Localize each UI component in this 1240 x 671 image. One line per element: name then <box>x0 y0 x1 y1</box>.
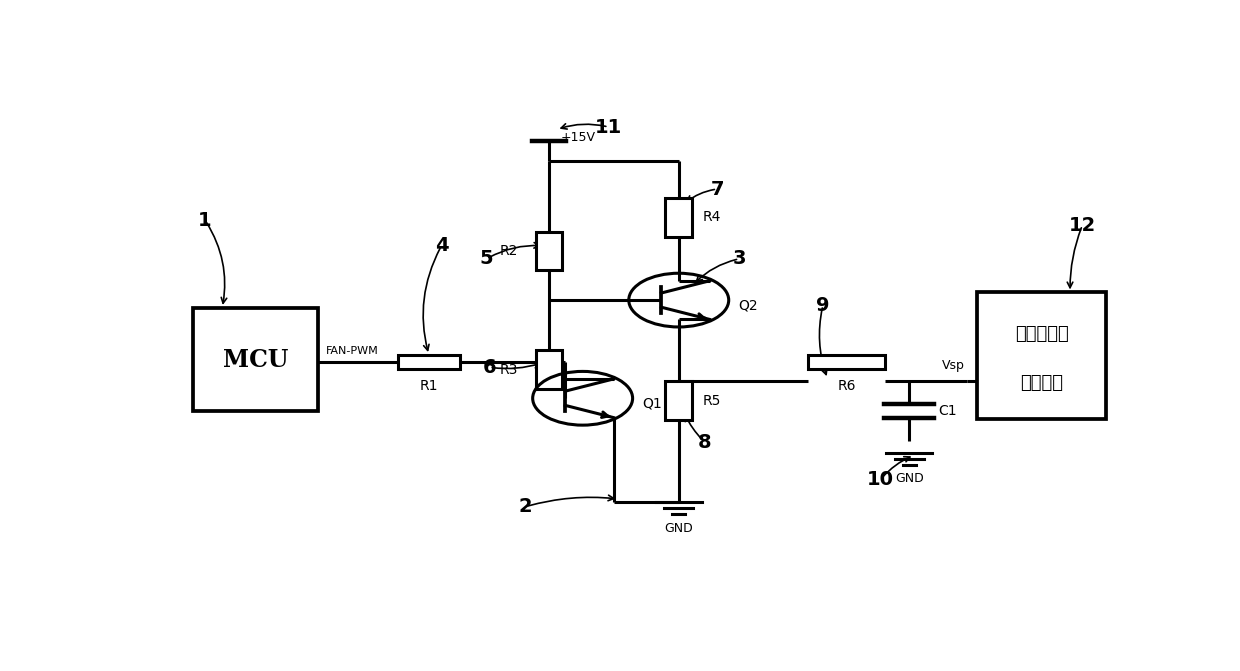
FancyBboxPatch shape <box>193 308 319 411</box>
Text: 5: 5 <box>480 249 494 268</box>
Bar <box>398 355 460 369</box>
Bar <box>536 231 563 270</box>
Bar <box>666 198 692 237</box>
Text: FAN-PWM: FAN-PWM <box>326 346 378 356</box>
Text: 8: 8 <box>698 433 712 452</box>
Text: 3: 3 <box>733 249 746 268</box>
Text: 6: 6 <box>482 358 496 377</box>
Text: R6: R6 <box>838 378 856 393</box>
Text: 9: 9 <box>816 296 830 315</box>
Text: Vsp: Vsp <box>942 359 965 372</box>
Text: Q1: Q1 <box>642 397 662 411</box>
Text: 11: 11 <box>595 117 622 136</box>
Text: 1: 1 <box>198 211 212 229</box>
Bar <box>536 350 563 389</box>
Text: R2: R2 <box>500 244 518 258</box>
Text: +15V: +15V <box>560 131 595 144</box>
Text: Q2: Q2 <box>738 299 758 312</box>
Text: R4: R4 <box>703 211 722 224</box>
Bar <box>808 355 885 369</box>
Text: R5: R5 <box>703 394 722 408</box>
Text: MCU: MCU <box>223 348 289 372</box>
Text: 7: 7 <box>711 180 724 199</box>
Text: 直流电机的: 直流电机的 <box>1014 325 1069 343</box>
Text: 4: 4 <box>434 236 448 256</box>
Text: R1: R1 <box>419 378 438 393</box>
Text: GND: GND <box>895 472 924 485</box>
Text: R3: R3 <box>500 363 518 377</box>
Text: GND: GND <box>665 522 693 535</box>
Text: 10: 10 <box>867 470 894 489</box>
Text: 控制端口: 控制端口 <box>1021 374 1063 393</box>
Text: C1: C1 <box>939 404 957 418</box>
Text: 2: 2 <box>518 497 532 516</box>
Bar <box>666 382 692 420</box>
Text: 12: 12 <box>1069 215 1096 235</box>
FancyBboxPatch shape <box>977 293 1106 419</box>
